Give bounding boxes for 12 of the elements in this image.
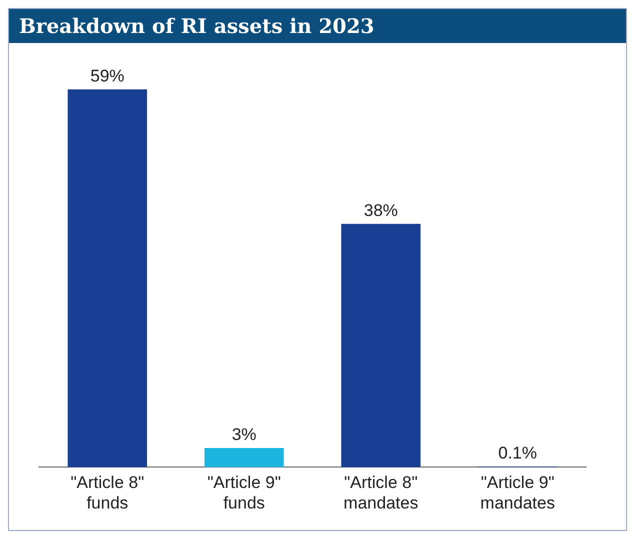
x-tick-label: "Article 8" mandates	[344, 473, 418, 512]
data-label: 0.1%	[498, 444, 537, 463]
bar	[68, 89, 148, 468]
data-label: 38%	[364, 201, 398, 220]
data-label: 59%	[90, 66, 124, 86]
data-label: 3%	[232, 425, 256, 444]
x-tick-label: "Article 8" funds	[70, 473, 144, 512]
chart-title: Breakdown of RI assets in 2023	[9, 9, 626, 43]
bar	[341, 224, 421, 468]
x-tick-label: "Article 9" funds	[207, 473, 281, 512]
x-tick-label: "Article 9" mandates	[480, 473, 555, 512]
bar	[204, 448, 284, 468]
